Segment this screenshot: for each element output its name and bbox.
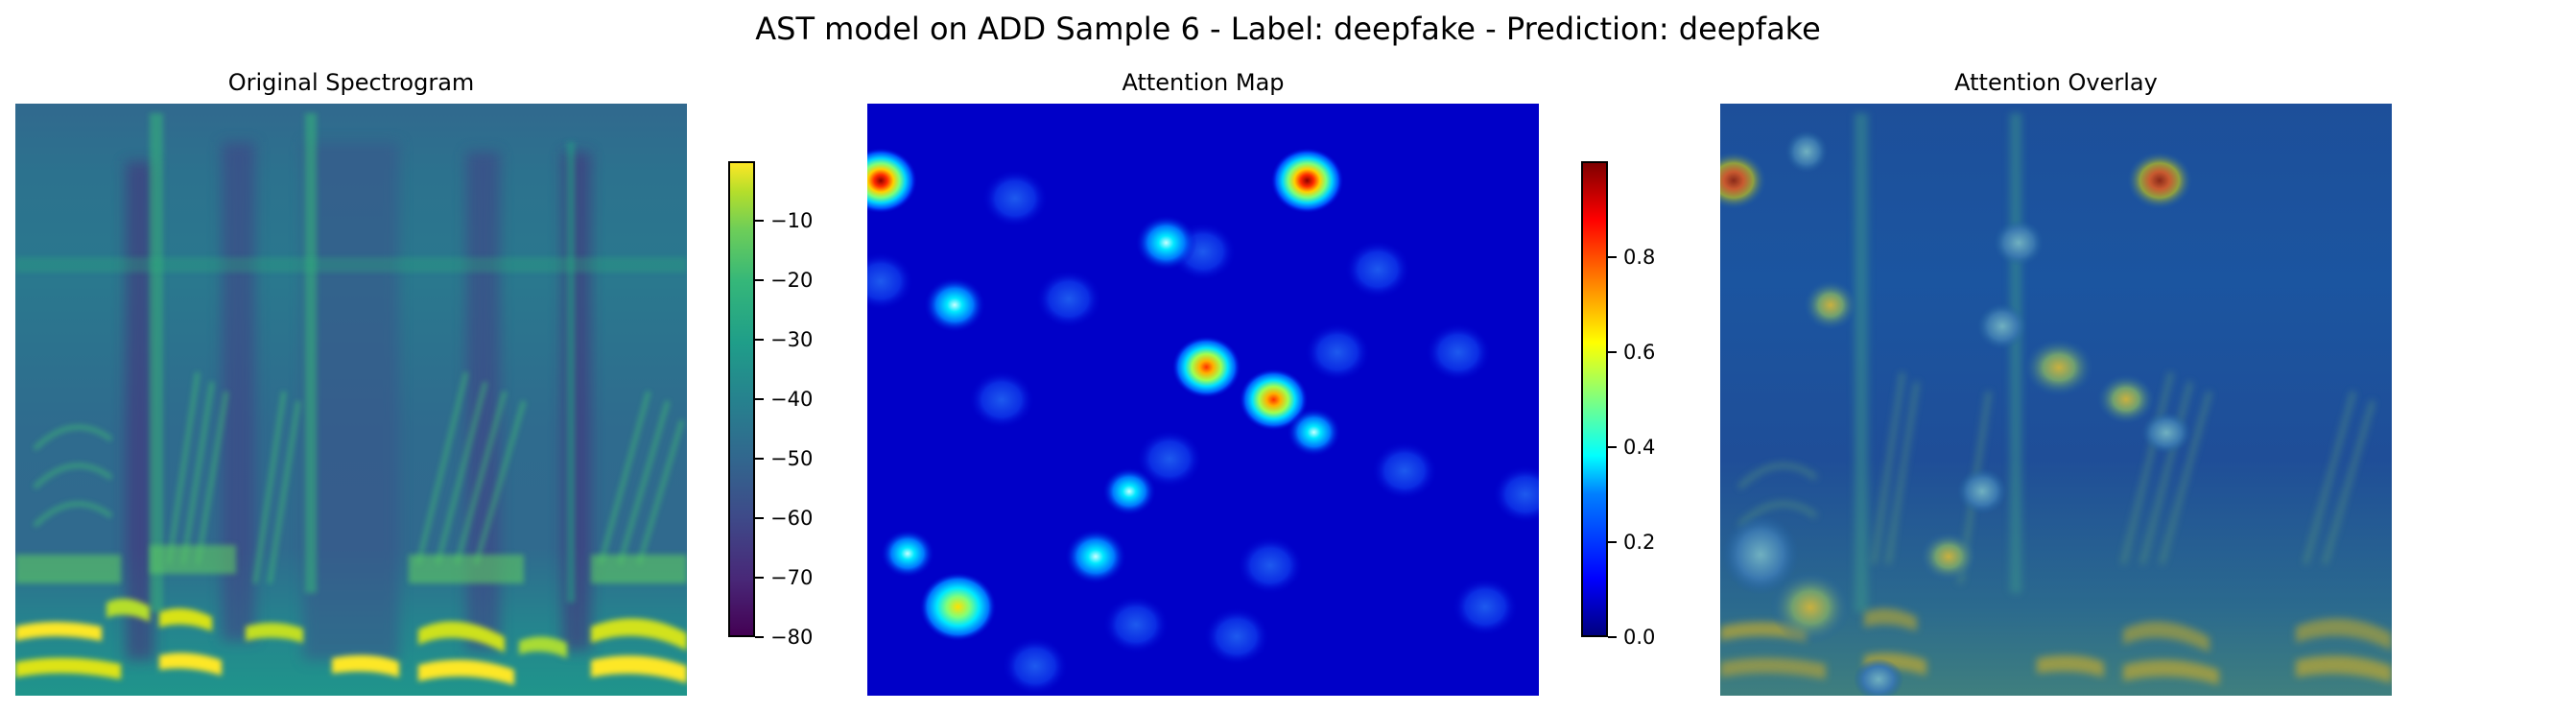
cbar2-tick-label: 0.0 (1623, 626, 1656, 649)
cbar1-tick-label: −20 (770, 269, 814, 292)
attention-hotspot (881, 529, 934, 579)
attention-hotspot (924, 276, 985, 333)
attention-hotspot (1270, 148, 1344, 214)
attention-background-blob (1137, 430, 1202, 488)
cbar1-tick-label: −50 (770, 447, 814, 470)
cbar1-tick-label: −70 (770, 566, 814, 589)
cbar1-tick-label: −80 (770, 626, 814, 649)
attention-background-blob (1372, 441, 1437, 500)
attention-hotspot (1239, 368, 1309, 431)
attention-background-blob (1426, 323, 1491, 382)
attention-hotspot (1135, 215, 1197, 271)
cbar1-tick-label: −10 (770, 209, 814, 232)
attention-map-title: Attention Map (1122, 69, 1285, 96)
attention-overlay-image (1720, 104, 2392, 696)
attention-colorbar (1581, 161, 1608, 637)
spectrogram-colorbar (728, 161, 755, 637)
spectrogram-title: Original Spectrogram (227, 69, 475, 96)
attention-background-blob (867, 252, 913, 311)
attention-background-blob (1345, 240, 1410, 298)
attention-background-blob (1305, 323, 1370, 382)
cbar1-tick-label: −30 (770, 328, 814, 351)
attention-background-blob (1103, 595, 1169, 653)
attention-background-blob (1453, 578, 1518, 636)
attention-colorbar-ticks: 0.0 0.2 0.4 0.6 0.8 (1608, 161, 1685, 649)
attention-hotspot (1171, 336, 1241, 398)
attention-overlay-title: Attention Overlay (1954, 69, 2158, 96)
cbar2-tick-label: 0.6 (1623, 341, 1656, 364)
cbar2-tick-label: 0.2 (1623, 531, 1656, 554)
attention-hotspot (867, 148, 917, 214)
attention-background-blob (1036, 270, 1101, 328)
attention-background-blob (1003, 637, 1068, 696)
spectrogram-image (15, 104, 687, 696)
attention-background-blob (969, 370, 1034, 429)
cbar1-tick-label: −60 (770, 507, 814, 530)
attention-background-blob (1493, 465, 1539, 524)
cbar1-tick-label: −40 (770, 388, 814, 411)
attention-hotspots (867, 148, 1539, 696)
cbar2-tick-label: 0.8 (1623, 246, 1656, 269)
attention-hotspot (1102, 466, 1156, 516)
figure-title: AST model on ADD Sample 6 - Label: deepf… (755, 11, 1821, 47)
attention-hotspot (1287, 408, 1341, 457)
attention-background-blob (1204, 607, 1269, 666)
cbar2-tick-label: 0.4 (1623, 436, 1656, 459)
attention-map-image (867, 104, 1539, 696)
attention-background-blob (982, 169, 1048, 227)
attention-hotspot (919, 572, 997, 642)
spectrogram-colorbar-ticks: −80 −70 −60 −50 −40 −30 −20 −10 (755, 161, 832, 649)
attention-hotspot (1065, 529, 1126, 584)
attention-background-blob (1238, 536, 1303, 595)
